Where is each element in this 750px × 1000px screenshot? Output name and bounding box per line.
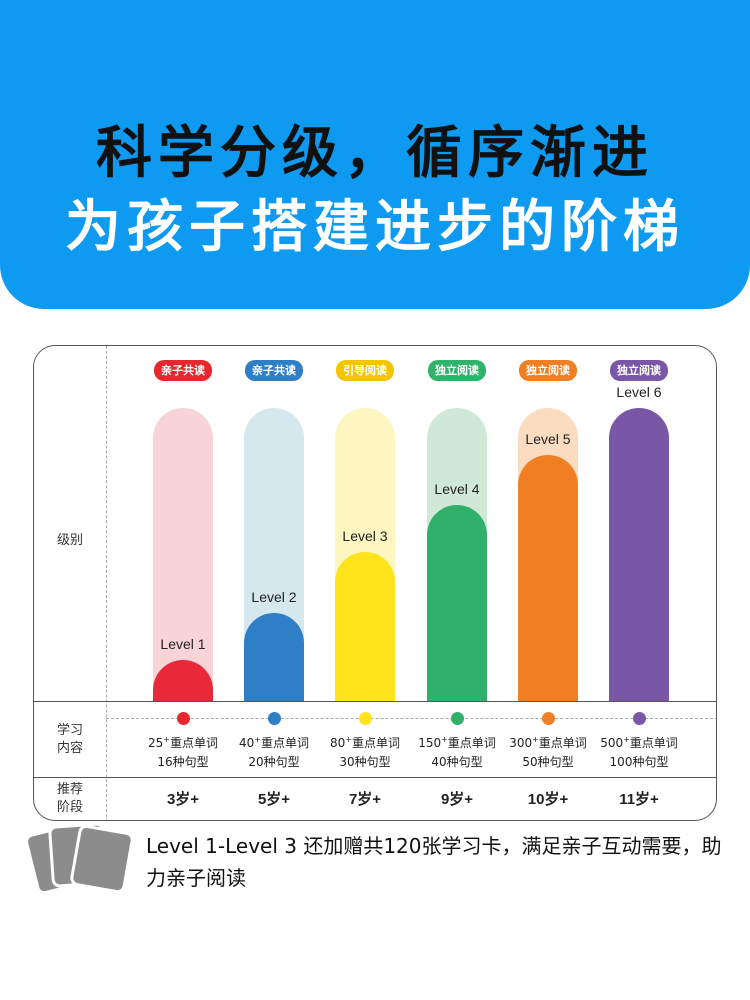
level-tag-5: 独立阅读: [519, 360, 577, 381]
plus-mark: +: [532, 735, 539, 744]
level-label-3: Level 3: [342, 528, 388, 544]
key-words-count: 25: [148, 736, 164, 750]
level-dot-3: [359, 712, 372, 725]
level-label-4: Level 4: [434, 481, 480, 497]
level-bar-3: [335, 552, 395, 701]
level-tag-3: 引导阅读: [336, 360, 394, 381]
label-column-divider: [106, 346, 107, 820]
key-words-label: 重点单词: [538, 736, 587, 750]
key-words-count: 150: [418, 736, 442, 750]
level-dot-4: [451, 712, 464, 725]
sentence-patterns: 100种句型: [609, 755, 669, 769]
level-dot-6: [633, 712, 646, 725]
key-words-label: 重点单词: [447, 736, 496, 750]
key-words-label: 重点单词: [351, 736, 400, 750]
plus-mark: +: [163, 735, 170, 744]
level-content-4: 150+重点单词 40种句型: [402, 730, 512, 772]
plus-mark: +: [254, 735, 261, 744]
sentence-patterns: 40种句型: [431, 755, 483, 769]
row-label-content: 学习 内容: [56, 723, 83, 756]
dot-guideline: [106, 718, 716, 719]
level-tag-6: 独立阅读: [610, 360, 668, 381]
level-content-5: 300+重点单词 50种句型: [493, 730, 603, 772]
row-label-level: 级别: [56, 533, 83, 548]
plus-mark: +: [441, 735, 448, 744]
bonus-cards-note: Level 1-Level 3 还加赠共120张学习卡，满足亲子互动需要，助力亲…: [146, 834, 722, 890]
level-content-1: 25+重点单词 16种句型: [128, 730, 238, 772]
key-words-label: 重点单词: [169, 736, 218, 750]
key-words-label: 重点单词: [260, 736, 309, 750]
level-tag-2: 亲子共读: [245, 360, 303, 381]
level-bar-5: [518, 455, 578, 701]
level-dot-5: [542, 712, 555, 725]
key-words-count: 500: [600, 736, 624, 750]
level-tag-1: 亲子共读: [154, 360, 212, 381]
recommended-age-2: 5岁+: [257, 791, 291, 808]
key-words-count: 80: [330, 736, 346, 750]
level-bar-6: [609, 408, 669, 701]
level-dot-2: [268, 712, 281, 725]
level-label-5: Level 5: [525, 431, 571, 447]
row-label-stage: 推荐 阶段: [56, 782, 83, 815]
plus-mark: +: [345, 735, 352, 744]
level-table: 级别 学习 内容 推荐 阶段 亲子共读 Level 1 25+重点单词 16种句型 3岁…: [33, 345, 717, 821]
sentence-patterns: 30种句型: [339, 755, 391, 769]
sentence-patterns: 50种句型: [522, 755, 574, 769]
plus-mark: +: [623, 735, 630, 744]
headline-line1: 科学分级，循序渐进: [96, 121, 654, 186]
level-bar-1: [153, 660, 213, 701]
level-label-2: Level 2: [251, 589, 297, 605]
level-content-3: 80+重点单词 30种句型: [310, 730, 420, 772]
level-track-1: [153, 408, 213, 701]
recommended-age-4: 9岁+: [440, 791, 474, 808]
level-content-6: 500+重点单词 100种句型: [584, 730, 694, 772]
learning-cards-icon: [23, 818, 148, 898]
recommended-age-3: 7岁+: [348, 791, 382, 808]
headline-line2: 为孩子搭建进步的阶梯: [65, 195, 685, 260]
sentence-patterns: 20种句型: [248, 755, 300, 769]
key-words-count: 300: [509, 736, 533, 750]
recommended-age-1: 3岁+: [166, 791, 200, 808]
recommended-age-6: 11岁+: [619, 791, 659, 808]
level-tag-4: 独立阅读: [428, 360, 486, 381]
level-content-2: 40+重点单词 20种句型: [219, 730, 329, 772]
recommended-age-5: 10岁+: [527, 791, 569, 808]
sentence-patterns: 16种句型: [157, 755, 209, 769]
level-label-6: Level 6: [616, 384, 662, 400]
key-words-count: 40: [239, 736, 255, 750]
level-label-1: Level 1: [160, 636, 206, 652]
row-divider-content: [34, 777, 716, 778]
row-divider-level: [34, 701, 716, 702]
level-dot-1: [177, 712, 190, 725]
header-banner: 科学分级，循序渐进 为孩子搭建进步的阶梯: [0, 0, 750, 309]
level-bar-4: [427, 505, 487, 701]
key-words-label: 重点单词: [629, 736, 678, 750]
level-bar-2: [244, 613, 304, 701]
